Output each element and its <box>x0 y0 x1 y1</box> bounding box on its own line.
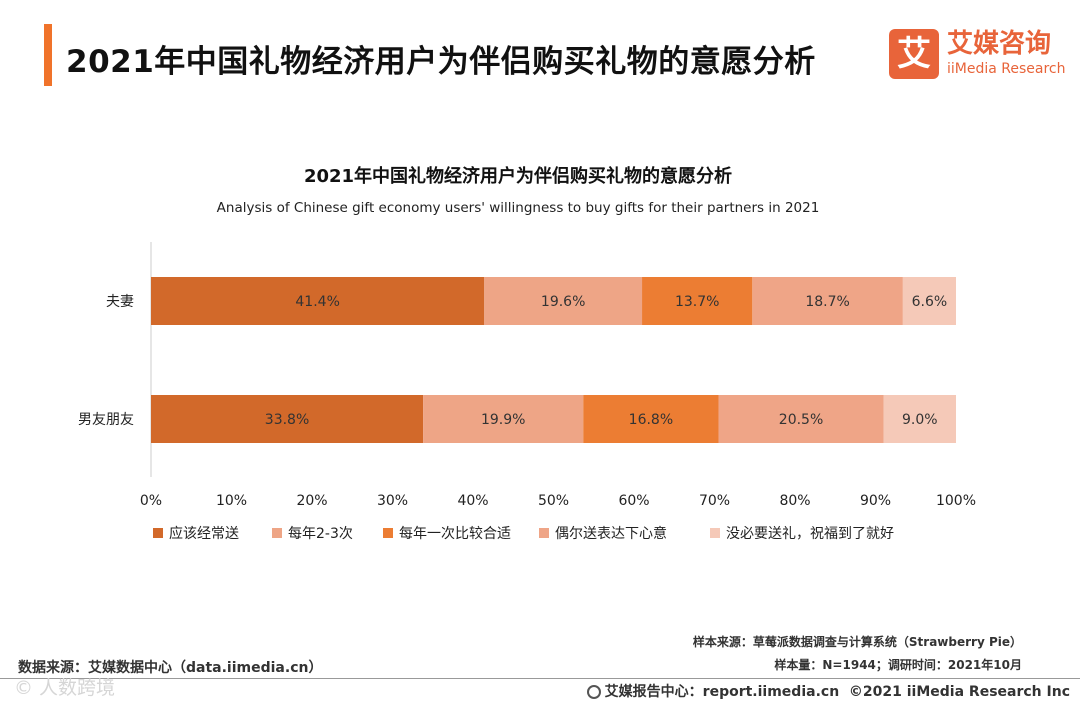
globe-icon <box>586 685 601 699</box>
data-source: 数据来源：艾媒数据中心（data.iimedia.cn） <box>18 660 323 676</box>
x-tick-label: 100% <box>936 493 976 509</box>
x-tick-label: 40% <box>457 493 488 509</box>
bar-segment <box>752 277 903 325</box>
category-label: 夫妻 <box>106 294 134 310</box>
data-label: 19.6% <box>541 294 585 310</box>
page-title: 2021年中国礼物经济用户为伴侣购买礼物的意愿分析 <box>66 44 816 80</box>
legend-label: 偶尔送表达下心意 <box>555 525 667 542</box>
stacked-bar-chart: 2021年中国礼物经济用户为伴侣购买礼物的意愿分析 Analysis of Ch… <box>78 165 976 542</box>
data-label: 13.7% <box>675 294 719 310</box>
bar-segment <box>883 395 956 443</box>
legend-label: 应该经常送 <box>169 525 239 542</box>
legend-swatch <box>272 528 282 538</box>
legend-swatch <box>539 528 549 538</box>
legend-label: 没必要送礼，祝福到了就好 <box>726 526 894 542</box>
bar-segment <box>642 277 753 325</box>
logo-chinese-name: 艾媒咨询 <box>947 29 1052 59</box>
data-label: 9.0% <box>902 412 938 428</box>
x-tick-label: 30% <box>377 493 408 509</box>
bar-segment <box>423 395 584 443</box>
iimedia-logo: 艾 艾媒咨询 iiMedia Research <box>889 29 1069 81</box>
legend-swatch <box>710 528 720 538</box>
x-tick-label: 60% <box>618 493 649 509</box>
legend-swatch <box>153 528 163 538</box>
data-label: 6.6% <box>912 294 948 310</box>
x-tick-label: 0% <box>140 493 162 509</box>
data-label: 20.5% <box>779 412 823 428</box>
x-tick-label: 70% <box>699 493 730 509</box>
category-label: 男友朋友 <box>78 412 134 428</box>
bar-segment <box>902 277 956 325</box>
x-tick-label: 50% <box>538 493 569 509</box>
bar-segment <box>151 277 485 325</box>
chart-title: 2021年中国礼物经济用户为伴侣购买礼物的意愿分析 <box>304 165 732 187</box>
x-tick-label: 80% <box>779 493 810 509</box>
title-accent-bar <box>44 24 52 86</box>
data-label: 33.8% <box>265 412 309 428</box>
legend-swatch <box>383 528 393 538</box>
bar-segment <box>484 277 643 325</box>
watermark: © 人数跨境 <box>14 677 116 699</box>
x-tick-label: 20% <box>296 493 327 509</box>
report-center-link[interactable]: 艾媒报告中心：report.iimedia.cn <box>604 684 840 700</box>
sample-size: 样本量：N=1944；调研时间：2021年10月 <box>774 658 1022 672</box>
x-tick-label: 90% <box>860 493 891 509</box>
legend-label: 每年2-3次 <box>288 526 353 542</box>
data-label: 18.7% <box>805 294 849 310</box>
logo-mark-icon: 艾 <box>889 29 939 79</box>
bar-segment <box>718 395 884 443</box>
sample-source: 样本来源：草莓派数据调查与计算系统（Strawberry Pie） <box>692 635 1022 649</box>
legend-label: 每年一次比较合适 <box>399 526 511 542</box>
bar-segment <box>151 395 424 443</box>
data-label: 41.4% <box>295 294 339 310</box>
bar-segment <box>583 395 719 443</box>
x-tick-label: 10% <box>216 493 247 509</box>
data-label: 19.9% <box>481 412 525 428</box>
footer-bottom: 艾媒报告中心：report.iimedia.cn ©2021 iiMedia R… <box>586 681 1070 701</box>
footer-divider <box>0 678 1080 679</box>
copyright: ©2021 iiMedia Research Inc <box>848 684 1070 700</box>
chart-subtitle: Analysis of Chinese gift economy users' … <box>217 200 820 216</box>
logo-english-name: iiMedia Research <box>947 61 1066 77</box>
data-label: 16.8% <box>629 412 673 428</box>
